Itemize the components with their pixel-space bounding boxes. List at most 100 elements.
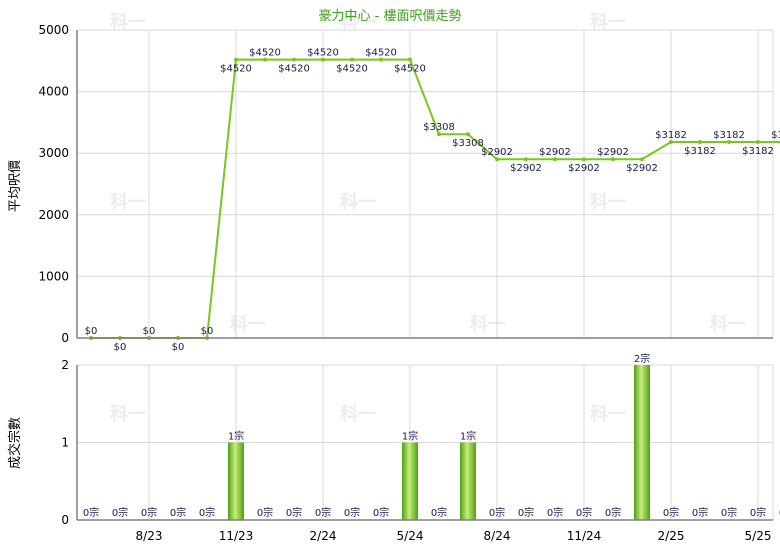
bar-data-label: 0宗 xyxy=(576,506,592,519)
price-line xyxy=(91,58,780,339)
line-data-label: $2902 xyxy=(481,147,513,158)
bar-data-label: 0宗 xyxy=(518,506,534,519)
xtick-label: 8/24 xyxy=(484,529,511,543)
watermark: 科一 xyxy=(590,11,626,33)
line-data-label: $4520 xyxy=(307,48,339,59)
line-point xyxy=(698,139,702,144)
bar-data-label: 0宗 xyxy=(373,506,389,519)
line-data-label: $0 xyxy=(201,326,214,337)
line-data-label: $3182 xyxy=(713,130,745,141)
line-data-label: $2902 xyxy=(568,163,600,174)
bar-data-label: 0宗 xyxy=(750,506,766,519)
watermark: 科一 xyxy=(470,313,506,335)
bar-data-label: 0宗 xyxy=(286,506,302,519)
xtick-label: 2/24 xyxy=(310,529,337,543)
line-point xyxy=(756,139,760,144)
line-data-label: $3182 xyxy=(771,130,780,141)
line-data-label: $2902 xyxy=(597,147,629,158)
line-data-label: $2902 xyxy=(626,163,658,174)
top-ytick-label: 2000 xyxy=(38,208,69,222)
line-point xyxy=(727,139,731,144)
line-data-label: $4520 xyxy=(336,64,368,75)
top-ytick-label: 5000 xyxy=(38,23,69,37)
line-point xyxy=(553,157,557,162)
line-point xyxy=(640,157,644,162)
line-data-label: $4520 xyxy=(394,64,426,75)
bar-data-label: 1宗 xyxy=(228,430,244,443)
xtick-label: 8/23 xyxy=(136,529,163,543)
bar-data-label: 0宗 xyxy=(489,506,505,519)
line-point xyxy=(495,157,499,162)
bar-data-label: 0宗 xyxy=(112,506,128,519)
bottom-ytick-label: 0 xyxy=(61,513,69,527)
line-point xyxy=(379,57,383,62)
line-data-label: $0 xyxy=(114,342,127,353)
watermark: 科一 xyxy=(340,403,376,425)
line-point xyxy=(408,57,412,62)
line-data-label: $2902 xyxy=(510,163,542,174)
line-data-label: $4520 xyxy=(278,64,310,75)
watermark: 科一 xyxy=(590,403,626,425)
xtick-label: 5/24 xyxy=(397,529,424,543)
line-data-label: $3182 xyxy=(655,130,687,141)
line-data-label: $0 xyxy=(172,342,185,353)
bar-data-label: 1宗 xyxy=(402,430,418,443)
line-data-label: $4520 xyxy=(220,64,252,75)
bar-data-label: 0宗 xyxy=(663,506,679,519)
watermark: 科一 xyxy=(110,11,146,33)
line-data-label: $3308 xyxy=(423,122,455,133)
line-data-label: $3182 xyxy=(742,146,774,157)
line-data-label: $3308 xyxy=(452,138,484,149)
xtick-label: 11/24 xyxy=(567,529,602,543)
line-point xyxy=(350,57,354,62)
chart-title: 豪力中心 - 樓面呎價走勢 xyxy=(319,8,462,24)
watermark: 科一 xyxy=(110,403,146,425)
bar-data-label: 0宗 xyxy=(199,506,215,519)
watermark: 科一 xyxy=(710,313,746,335)
watermark: 科一 xyxy=(340,11,376,33)
top-grid: 0 1000 2000 3000 4000 5000 xyxy=(38,23,774,345)
line-data-label: $4520 xyxy=(249,48,281,59)
bar xyxy=(460,442,476,520)
line-point xyxy=(263,57,267,62)
line-layer xyxy=(89,57,780,340)
bars xyxy=(228,365,650,520)
line-point xyxy=(234,57,238,62)
line-point xyxy=(524,157,528,162)
top-ytick-label: 1000 xyxy=(38,269,69,283)
axes xyxy=(76,30,773,521)
top-ytick-label: 3000 xyxy=(38,146,69,160)
bottom-ylabel: 成交宗數 xyxy=(7,417,23,469)
bar-data-label: 0宗 xyxy=(344,506,360,519)
bar-data-label: 0宗 xyxy=(547,506,563,519)
data-labels: $0 $0 $0 $0 $0 $4520 $4520 $4520 $4520 $4520 $4520… xyxy=(83,48,780,519)
bar-data-label: 0宗 xyxy=(779,506,780,519)
watermark: 科一 xyxy=(340,191,376,213)
bar-data-label: 1宗 xyxy=(460,430,476,443)
bar xyxy=(402,442,418,520)
bottom-ytick-label: 2 xyxy=(61,358,69,372)
bar-data-label: 0宗 xyxy=(170,506,186,519)
bar-data-label: 2宗 xyxy=(634,352,650,365)
line-point xyxy=(582,157,586,162)
bar-data-label: 0宗 xyxy=(83,506,99,519)
bottom-ytick-label: 1 xyxy=(61,436,69,450)
bar-data-label: 0宗 xyxy=(721,506,737,519)
line-data-label: $4520 xyxy=(365,48,397,59)
xtick-label: 5/25 xyxy=(745,529,772,543)
line-point xyxy=(611,157,615,162)
bar-data-label: 0宗 xyxy=(431,506,447,519)
bar-data-label: 0宗 xyxy=(605,506,621,519)
line-point xyxy=(437,132,441,137)
line-data-label: $2902 xyxy=(539,147,571,158)
line-data-label: $0 xyxy=(85,326,98,337)
top-ytick-label: 0 xyxy=(61,331,69,345)
watermark: 科一 xyxy=(110,191,146,213)
bar xyxy=(228,442,244,520)
line-data-label: $3182 xyxy=(684,146,716,157)
bar-data-label: 0宗 xyxy=(315,506,331,519)
watermark: 科一 xyxy=(590,191,626,213)
xtick-label: 2/25 xyxy=(658,529,685,543)
